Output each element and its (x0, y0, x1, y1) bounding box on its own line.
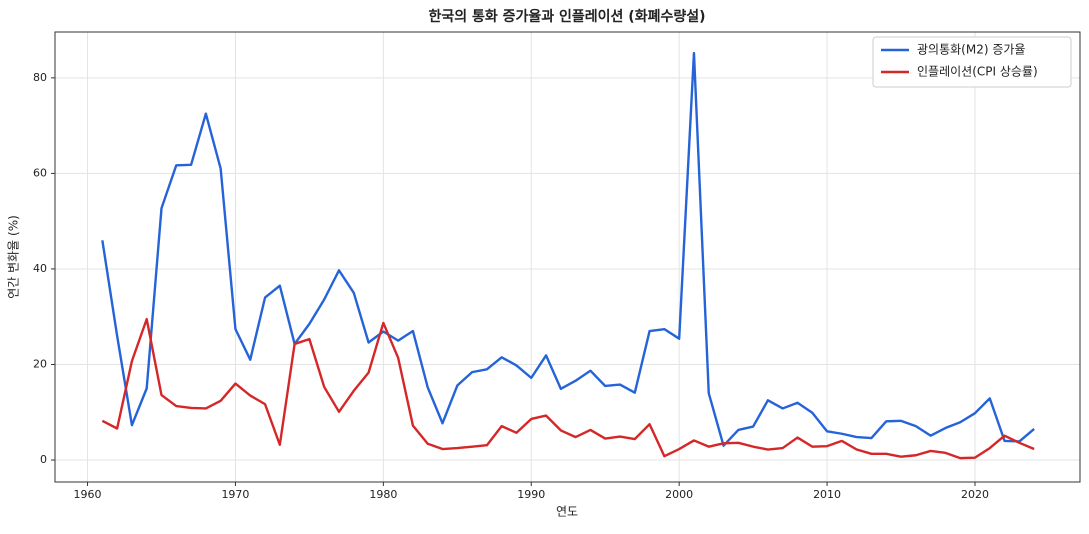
y-tick-label: 80 (33, 71, 47, 84)
legend-label: 광의통화(M2) 증가율 (917, 43, 1025, 57)
x-axis-label: 연도 (556, 505, 578, 519)
x-tick-label: 1990 (517, 488, 545, 501)
x-tick-label: 1980 (369, 488, 397, 501)
legend-label: 인플레이션(CPI 상승률) (917, 65, 1038, 79)
x-tick-label: 2010 (813, 488, 841, 501)
data-line (101, 51, 1035, 447)
chart-title: 한국의 통화 증가율과 인플레이션 (화폐수량설) (428, 8, 705, 25)
y-tick-label: 60 (33, 166, 47, 179)
x-tick-label: 1970 (221, 488, 249, 501)
data-line (101, 317, 1035, 460)
y-tick-label: 20 (33, 357, 47, 370)
y-tick-label: 0 (40, 453, 47, 466)
y-tick-label: 40 (33, 262, 47, 275)
legend-box (872, 36, 1072, 88)
y-axis-label: 연간 변화율 (%) (7, 215, 21, 299)
plot-frame (54, 31, 1081, 483)
x-tick-label: 2000 (665, 488, 693, 501)
x-tick-label: 1960 (74, 488, 102, 501)
x-tick-label: 2020 (961, 488, 989, 501)
